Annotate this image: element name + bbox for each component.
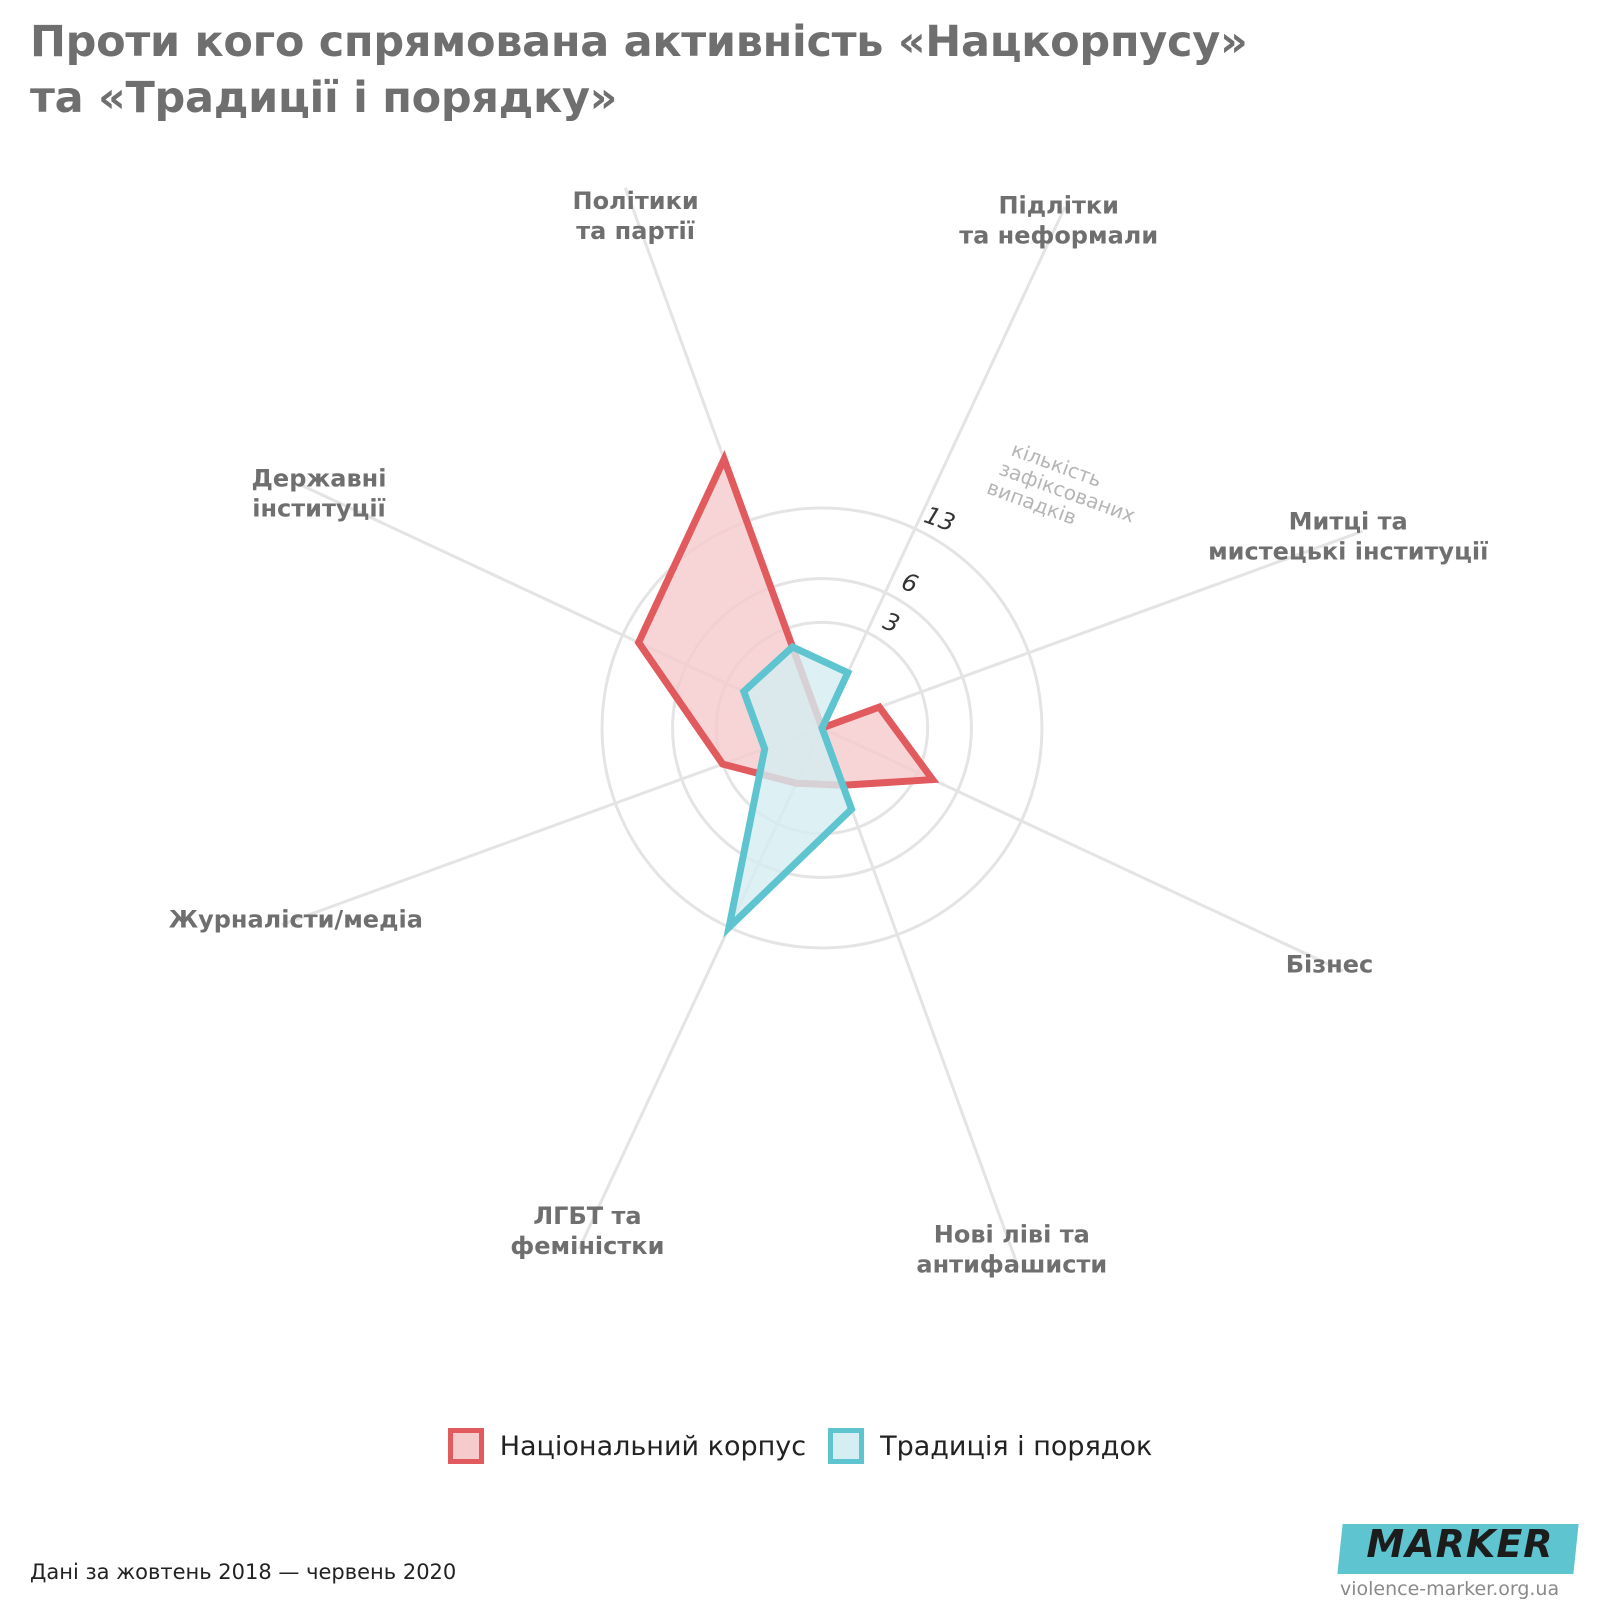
legend-label-tradytsiia: Традиція і порядок xyxy=(880,1430,1153,1462)
category-label-2-line-2: та неформали xyxy=(959,222,1158,250)
legend-item-natskorpus[interactable]: Національний корпус xyxy=(447,1428,807,1464)
series-area-2 xyxy=(723,642,856,938)
category-label-1-line-1: Політики xyxy=(572,187,698,215)
category-label-2: Підлітки та неформали xyxy=(959,192,1158,250)
category-label-4: Бізнес xyxy=(1286,951,1374,979)
category-label-8-line-1: Державні xyxy=(252,464,387,492)
category-label-3: Митці та мистецькі інституції xyxy=(1208,508,1488,566)
axis-spoke-2 xyxy=(820,206,1067,729)
category-label-5: Нові ліві та антифашисти xyxy=(916,1221,1107,1279)
axis-spoke-3 xyxy=(821,529,1363,730)
chart-title: Проти кого спрямована активність «Нацкор… xyxy=(30,14,1248,126)
category-label-4-line-1: Бізнес xyxy=(1286,951,1374,979)
legend-item-tradytsiia[interactable]: Традиція і порядок xyxy=(828,1428,1152,1464)
legend-swatch-natskorpus xyxy=(447,1428,484,1464)
category-label-6-line-1: ЛГБТ та xyxy=(533,1202,641,1230)
category-label-7-line-1: Журналісти/медіа xyxy=(169,906,423,934)
title-line-1: Проти кого спрямована активність «Нацкор… xyxy=(30,17,1248,67)
legend-label-natskorpus: Національний корпус xyxy=(499,1430,807,1462)
category-label-1: Політики та партії xyxy=(572,187,698,245)
grid-circle-6 xyxy=(671,577,973,879)
category-label-1-line-2: та партії xyxy=(576,217,695,245)
radial-axis-title: кількістьзафіксованихвипадків xyxy=(984,434,1146,549)
marker-logo: MARKER xyxy=(1366,1522,1554,1566)
category-label-3-line-2: мистецькі інституції xyxy=(1208,538,1488,566)
radial-tick-label-3: 3 xyxy=(879,607,903,639)
category-label-6: ЛГБТ та феміністки xyxy=(510,1202,664,1260)
grid-circle-13 xyxy=(600,506,1044,950)
category-label-5-line-2: антифашисти xyxy=(916,1251,1107,1279)
category-label-8: Державні інституції xyxy=(252,464,387,522)
category-label-3-line-1: Митці та xyxy=(1289,508,1408,536)
radial-tick-label-6: 6 xyxy=(898,567,922,599)
axis-spoke-5 xyxy=(820,727,1021,1269)
title-line-2: та «Традиції і порядку» xyxy=(30,73,618,123)
site-url[interactable]: violence-marker.org.ua xyxy=(1340,1578,1560,1600)
data-period-note: Дані за жовтень 2018 — червень 2020 xyxy=(30,1560,457,1584)
legend-swatch-tradytsiia xyxy=(828,1428,865,1464)
category-label-8-line-2: інституції xyxy=(252,494,386,522)
category-label-6-line-2: феміністки xyxy=(510,1232,664,1260)
category-label-2-line-1: Підлітки xyxy=(998,192,1119,220)
legend: Національний корпус Традиція і порядок xyxy=(0,1428,1600,1464)
category-label-5-line-1: Нові ліві та xyxy=(934,1221,1090,1249)
series-layer xyxy=(634,449,940,938)
category-label-7: Журналісти/медіа xyxy=(169,906,423,934)
